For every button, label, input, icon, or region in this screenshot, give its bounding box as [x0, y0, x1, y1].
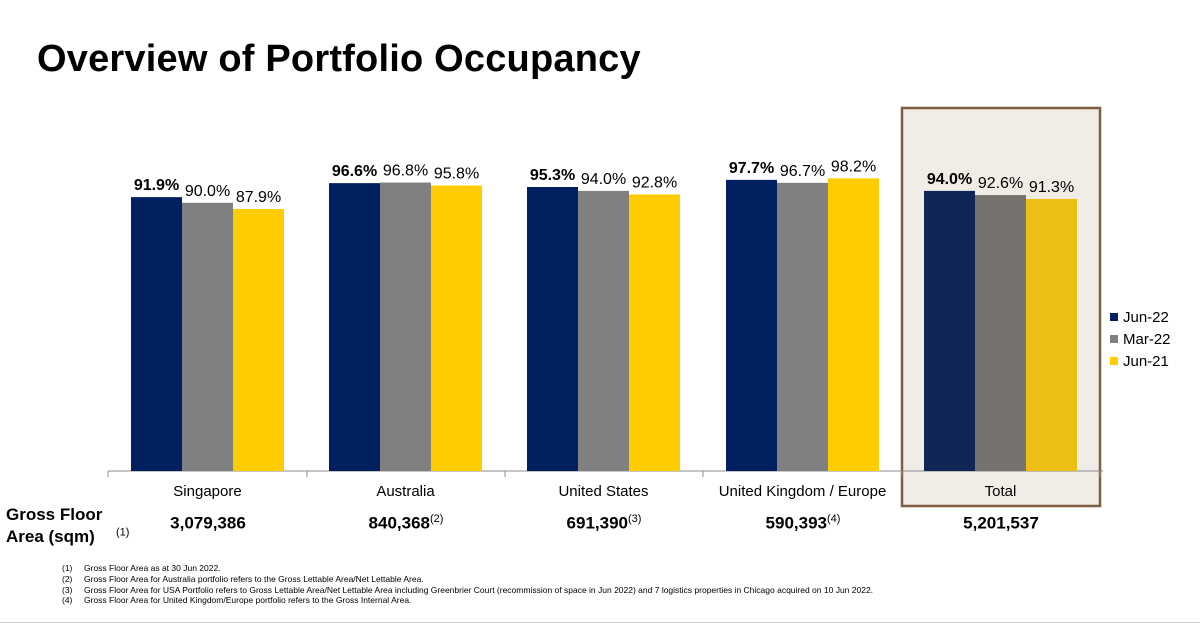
bar-jun-22-singapore	[131, 197, 182, 471]
gfa-note: (2)	[430, 513, 444, 525]
gfa-note: (3)	[628, 513, 642, 525]
category-label-australia: Australia	[376, 483, 435, 500]
bar-mar-22-total	[975, 195, 1026, 471]
data-label-mar-22-total: 92.6%	[978, 175, 1023, 192]
gross-floor-area-label: Gross Floor Area (sqm) (1)	[6, 504, 129, 548]
bar-jun-22-total	[924, 190, 975, 471]
data-label-jun-22-singapore: 91.9%	[134, 177, 179, 194]
gfa-number: 5,201,537	[963, 513, 1039, 533]
data-label-mar-22-united-kingdom-europe: 96.7%	[780, 163, 825, 180]
occupancy-bar-chart: 91.9% 90.0% 87.9% Singapore 96.6% 96.8% 95.8% A…	[107, 106, 1103, 508]
data-label-jun-21-total: 91.3%	[1029, 179, 1074, 196]
bar-mar-22-australia	[380, 182, 431, 471]
footnote: (3) Gross Floor Area for USA Portfolio r…	[62, 585, 873, 596]
chart-legend: Jun-22 Mar-22 Jun-21	[1110, 306, 1171, 372]
legend-label-jun-21: Jun-21	[1123, 352, 1169, 370]
bar-mar-22-united-states	[578, 190, 629, 471]
category-label-united-states: United States	[558, 483, 648, 500]
gfa-number: 3,079,386	[170, 513, 246, 533]
gross-floor-area-label-note: (1)	[116, 526, 130, 539]
bar-jun-22-australia	[329, 183, 380, 471]
footnote: (1) Gross Floor Area as at 30 Jun 2022.	[62, 563, 873, 574]
bar-jun-22-united-kingdom-europe	[726, 179, 777, 471]
footnote-number: (1)	[62, 563, 73, 573]
footnote-text: Gross Floor Area for Australia portfolio…	[84, 573, 424, 584]
category-label-singapore: Singapore	[173, 483, 241, 500]
legend-item-jun-21: Jun-21	[1110, 350, 1171, 372]
bar-mar-22-singapore	[182, 202, 233, 472]
data-label-mar-22-australia: 96.8%	[383, 163, 428, 180]
footnote: (2) Gross Floor Area for Australia portf…	[62, 574, 873, 585]
data-label-jun-22-total: 94.0%	[927, 171, 972, 188]
gfa-number: 590,393	[765, 513, 827, 533]
footnotes: (1) Gross Floor Area as at 30 Jun 2022. …	[62, 563, 873, 606]
footnote-number: (3)	[62, 584, 73, 595]
legend-label-mar-22: Mar-22	[1123, 330, 1171, 348]
bar-jun-22-united-states	[527, 187, 578, 472]
legend-swatch-mar-22	[1110, 335, 1118, 343]
data-label-mar-22-singapore: 90.0%	[185, 183, 230, 200]
footnote-text: Gross Floor Area for USA Portfolio refer…	[84, 584, 874, 595]
data-label-jun-21-united-kingdom-europe: 98.2%	[831, 158, 876, 175]
bar-jun-21-united-kingdom-europe	[828, 178, 879, 471]
bar-jun-21-australia	[431, 185, 482, 472]
gfa-number: 840,368	[368, 513, 430, 533]
footnote-number: (2)	[62, 573, 73, 584]
legend-swatch-jun-21	[1110, 357, 1118, 365]
page-title: Overview of Portfolio Occupancy	[37, 38, 641, 80]
category-label-united-kingdom-europe: United Kingdom / Europe	[719, 483, 887, 500]
bar-mar-22-united-kingdom-europe	[777, 182, 828, 472]
legend-swatch-jun-22	[1110, 313, 1118, 321]
legend-item-mar-22: Mar-22	[1110, 328, 1171, 350]
bar-jun-21-united-states	[629, 194, 680, 471]
data-label-jun-22-united-kingdom-europe: 97.7%	[729, 160, 774, 177]
legend-label-jun-22: Jun-22	[1123, 308, 1169, 326]
data-label-jun-21-singapore: 87.9%	[236, 189, 281, 206]
gfa-value-australia: 840,368(2)	[306, 513, 506, 534]
gross-floor-area-label-text: Gross Floor Area (sqm)	[6, 505, 103, 546]
gfa-number: 691,390	[566, 513, 628, 533]
gfa-note: (4)	[827, 513, 841, 525]
bar-jun-21-total	[1026, 198, 1077, 471]
legend-item-jun-22: Jun-22	[1110, 306, 1171, 328]
gfa-value-united-states: 691,390(3)	[504, 513, 704, 534]
gfa-value-total: 5,201,537	[901, 513, 1101, 534]
footnote-text: Gross Floor Area as at 30 Jun 2022.	[84, 563, 221, 573]
bottom-divider	[0, 622, 1200, 623]
footnote-text: Gross Floor Area for United Kingdom/Euro…	[84, 595, 412, 606]
data-label-jun-22-united-states: 95.3%	[530, 167, 575, 184]
data-label-jun-22-australia: 96.6%	[332, 163, 377, 180]
footnote: (4) Gross Floor Area for United Kingdom/…	[62, 595, 873, 606]
data-label-mar-22-united-states: 94.0%	[581, 171, 626, 188]
footnote-number: (4)	[62, 595, 73, 606]
category-label-total: Total	[985, 483, 1017, 500]
bar-jun-21-singapore	[233, 209, 284, 472]
data-label-jun-21-australia: 95.8%	[434, 166, 479, 183]
data-label-jun-21-united-states: 92.8%	[632, 174, 677, 191]
gfa-value-uk-europe: 590,393(4)	[703, 513, 903, 534]
gfa-value-singapore: 3,079,386	[108, 513, 308, 534]
